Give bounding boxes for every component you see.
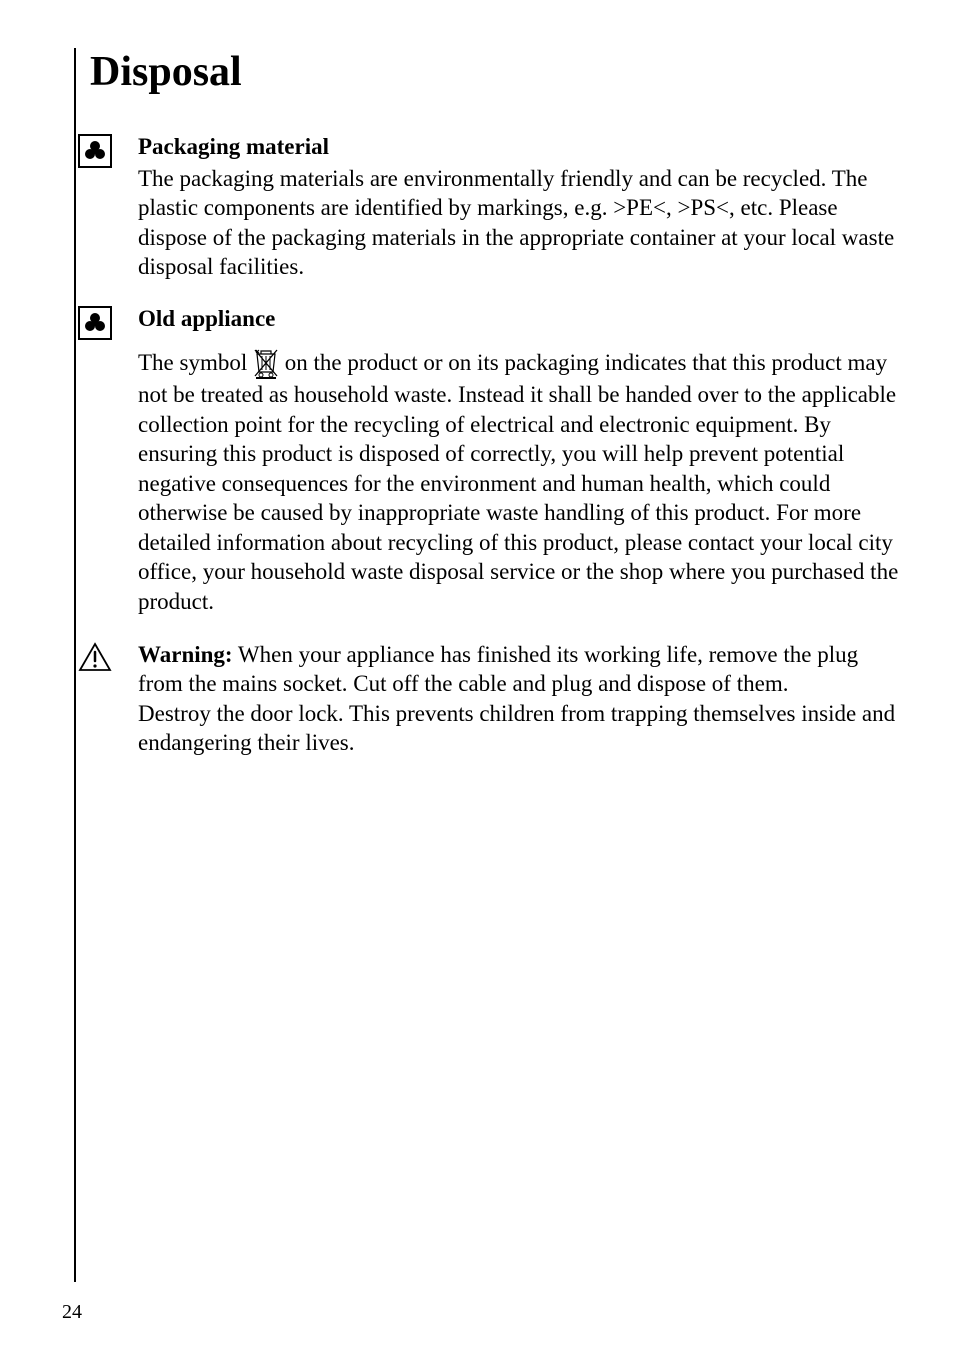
page-container: Disposal Packaging material The packagin… (0, 0, 954, 1352)
old-appliance-body: The symbol on the product or on its pack… (138, 348, 904, 616)
warning-body-2: Destroy the door lock. This prevents chi… (138, 699, 904, 758)
content-area: Packaging material The packaging materia… (138, 134, 904, 758)
spacer (138, 336, 904, 348)
old-appliance-body-prefix: The symbol (138, 350, 253, 375)
page-number: 24 (62, 1301, 82, 1324)
packaging-title: Packaging material (138, 134, 904, 160)
old-appliance-body-suffix: on the product or on its packaging indic… (138, 350, 898, 614)
packaging-section: Packaging material The packaging materia… (138, 134, 904, 282)
warning-text-1: When your appliance has finished its wor… (138, 642, 858, 696)
packaging-body: The packaging materials are environmenta… (138, 164, 904, 282)
page-heading: Disposal (90, 48, 904, 96)
weee-bin-icon (253, 348, 279, 380)
old-appliance-title: Old appliance (138, 306, 904, 332)
warning-label: Warning: (138, 642, 233, 667)
warning-body-1: Warning: When your appliance has finishe… (138, 640, 904, 699)
recycle-clover-icon (78, 306, 112, 340)
warning-triangle-icon (78, 642, 112, 672)
left-margin-line (74, 48, 76, 1282)
recycle-clover-icon (78, 134, 112, 168)
warning-section: Warning: When your appliance has finishe… (138, 640, 904, 758)
old-appliance-section: Old appliance The symbol on the product … (138, 306, 904, 616)
